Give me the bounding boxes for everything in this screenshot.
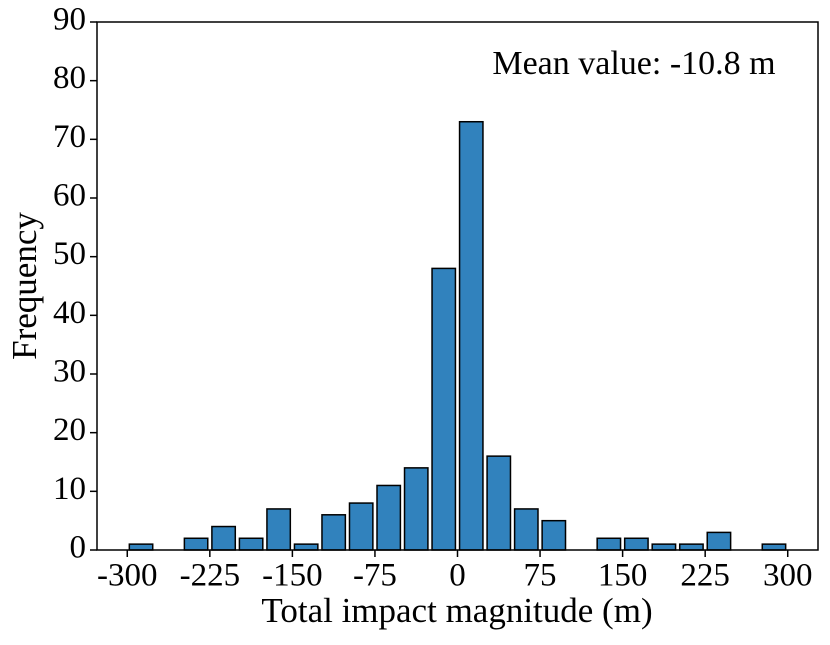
- y-tick-label: 40: [53, 295, 86, 331]
- bar: [321, 514, 347, 551]
- x-tick-label: 150: [598, 558, 648, 594]
- bar: [706, 531, 732, 551]
- annotation: Mean value: -10.8 m: [492, 45, 775, 82]
- y-tick-label: 10: [53, 471, 86, 507]
- y-tick-label: 70: [53, 119, 86, 155]
- y-tick-label: 30: [53, 354, 86, 390]
- y-tick-label: 0: [70, 530, 87, 566]
- y-tick-label: 50: [53, 236, 86, 272]
- bar: [458, 120, 484, 551]
- x-tick-label: -300: [97, 558, 158, 594]
- y-tick-label: 90: [53, 2, 86, 38]
- bar: [348, 502, 374, 551]
- x-tick-label: -75: [353, 558, 397, 594]
- plot-frame: [96, 21, 819, 551]
- bar: [596, 537, 622, 551]
- x-axis-label: Total impact magnitude (m): [261, 591, 652, 630]
- bar: [211, 525, 237, 551]
- y-tick-label: 80: [53, 60, 86, 96]
- bar: [266, 508, 292, 551]
- bar: [403, 467, 429, 551]
- x-tick-label: -150: [262, 558, 323, 594]
- y-tick-label: 60: [53, 178, 86, 214]
- x-tick-label: -225: [180, 558, 241, 594]
- x-tick-label: 300: [763, 558, 813, 594]
- x-tick-label: 75: [524, 558, 557, 594]
- x-tick-label: 0: [449, 558, 466, 594]
- bar: [761, 543, 787, 551]
- bar: [623, 537, 649, 551]
- y-axis-label: Frequency: [5, 212, 44, 360]
- bar: [513, 508, 539, 551]
- bar: [183, 537, 209, 551]
- x-tick-label: 225: [680, 558, 730, 594]
- bar: [651, 543, 677, 551]
- bar: [431, 267, 457, 551]
- bar: [238, 537, 264, 551]
- bar: [486, 455, 512, 551]
- y-tick-label: 20: [53, 412, 86, 448]
- bar: [678, 543, 704, 551]
- bar: [541, 519, 567, 551]
- bar: [376, 484, 402, 551]
- bar: [293, 543, 319, 551]
- bar: [128, 543, 154, 551]
